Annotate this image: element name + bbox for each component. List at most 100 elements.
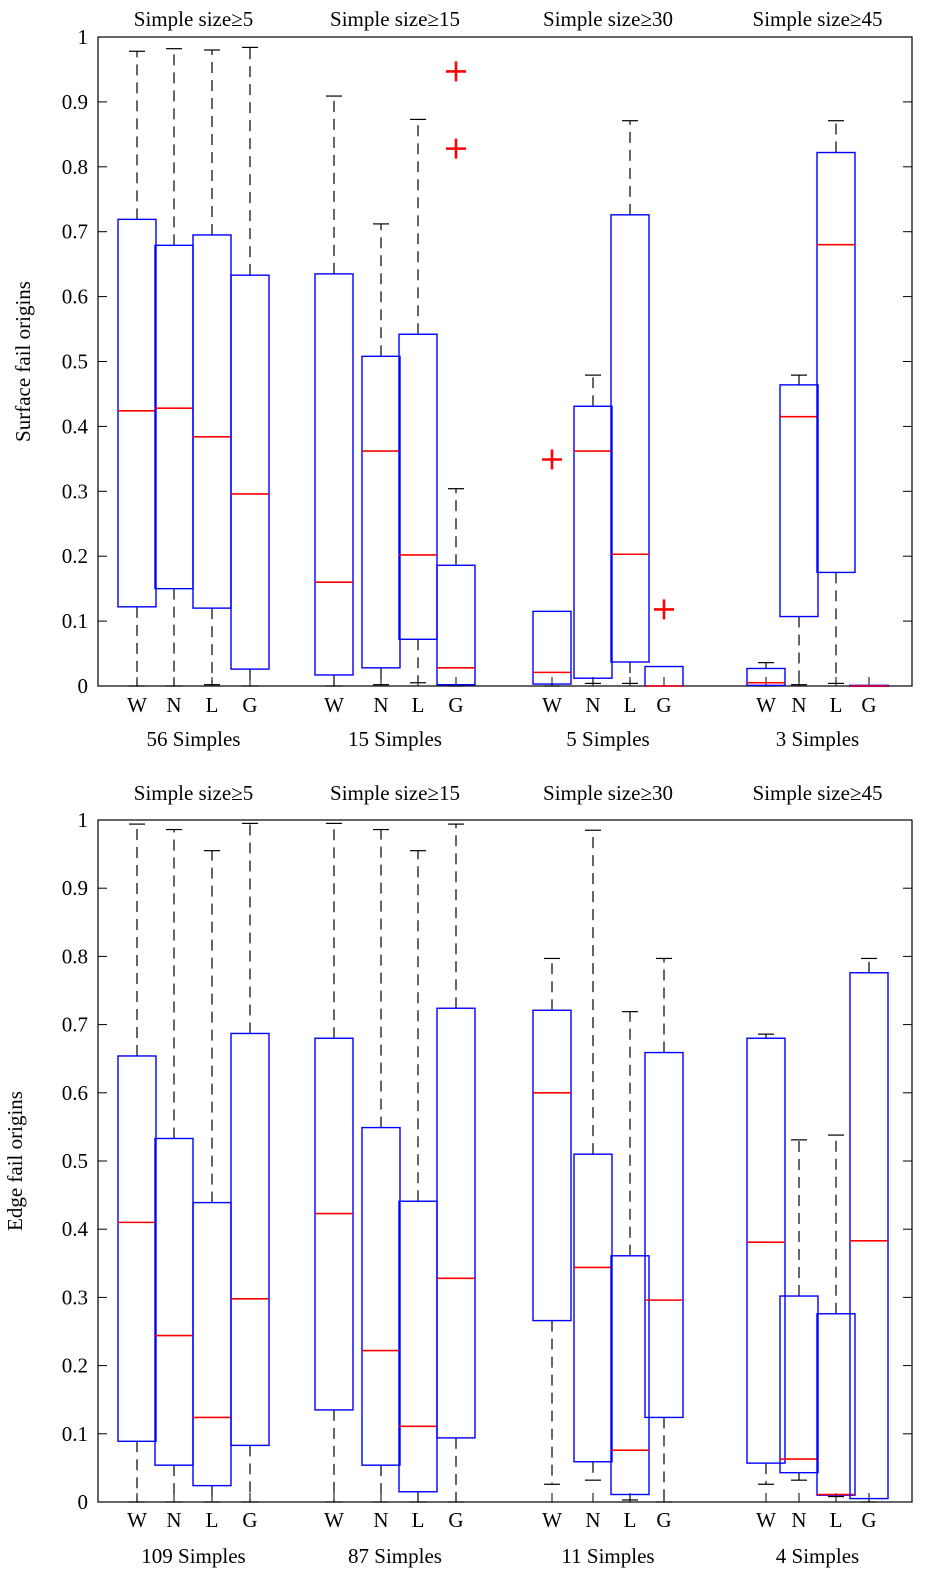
y-tick-label: 0.9: [62, 876, 88, 900]
group-count-label: 11 Simples: [561, 1544, 654, 1568]
group-title: Simple size≥45: [753, 7, 883, 31]
group-count-label: 3 Simples: [776, 727, 859, 751]
x-tick-label: N: [585, 693, 600, 717]
x-tick-label: G: [656, 693, 671, 717]
x-tick-label: L: [624, 1508, 637, 1532]
x-tick-label: G: [656, 1508, 671, 1532]
box-W: [117, 1055, 157, 1443]
y-axis-label: Surface fail origins: [11, 281, 35, 442]
x-tick-label: N: [373, 1508, 388, 1532]
group-count-label: 87 Simples: [348, 1544, 442, 1568]
box-W: [117, 218, 157, 608]
y-tick-label: 0.8: [62, 155, 88, 179]
box-N: [361, 355, 401, 669]
group-title: Simple size≥30: [543, 7, 673, 31]
x-tick-label: N: [791, 693, 806, 717]
y-tick-label: 0.5: [62, 350, 88, 374]
x-tick-label: G: [242, 1508, 257, 1532]
box-L: [398, 1200, 438, 1493]
x-tick-label: L: [412, 693, 425, 717]
y-tick-label: 0.6: [62, 1081, 88, 1105]
y-tick-label: 0: [78, 674, 89, 698]
box-N: [779, 384, 819, 618]
group-title: Simple size≥15: [330, 7, 460, 31]
box-L: [610, 1255, 650, 1496]
group-title: Simple size≥15: [330, 781, 460, 805]
y-tick-label: 0.7: [62, 220, 88, 244]
x-tick-label: L: [624, 693, 637, 717]
y-tick-label: 0.3: [62, 1285, 88, 1309]
x-tick-label: W: [127, 1508, 147, 1532]
surface-fail-panel: 0 0.1 0.2 0.3 0.4 0.5 0.6 0.7 0.8 0.9 1 Surface fai…: [11, 7, 913, 751]
y-tick-label: 0: [78, 1490, 89, 1514]
box-L: [192, 1201, 232, 1487]
x-tick-label: G: [861, 693, 876, 717]
y-tick-label: 0.2: [62, 1354, 88, 1378]
box-W: [532, 1009, 572, 1322]
group-count-label: 109 Simples: [141, 1544, 245, 1568]
y-tick-label: 0.3: [62, 479, 88, 503]
x-tick-label: L: [830, 693, 843, 717]
x-tick-label: N: [585, 1508, 600, 1532]
x-tick-label: W: [542, 1508, 562, 1532]
box-L: [398, 333, 438, 640]
x-tick-label: G: [448, 1508, 463, 1532]
y-tick-label: 0.4: [62, 1217, 89, 1241]
group-title: Simple size≥5: [134, 7, 253, 31]
x-tick-label: L: [206, 1508, 219, 1532]
box-N: [154, 244, 194, 590]
x-tick-label: N: [166, 1508, 181, 1532]
box-L: [192, 234, 232, 609]
box-W: [532, 610, 572, 685]
box-G: [644, 1051, 684, 1419]
y-tick-label: 0.5: [62, 1149, 88, 1173]
y-tick-label: 0.4: [62, 414, 89, 438]
plot-frame: [97, 819, 913, 1503]
group-title: Simple size≥45: [753, 781, 883, 805]
box-N: [361, 1126, 401, 1466]
group-count-label: 56 Simples: [147, 727, 241, 751]
x-tick-label: W: [756, 1508, 776, 1532]
box-N: [573, 405, 613, 679]
box-G: [230, 1032, 270, 1447]
box-L: [816, 151, 856, 574]
box-L: [610, 214, 650, 663]
y-tick-label: 0.1: [62, 1422, 88, 1446]
box-N: [573, 1153, 613, 1463]
x-tick-label: G: [242, 693, 257, 717]
edge-fail-panel: 0 0.1 0.2 0.3 0.4 0.5 0.6 0.7 0.8 0.9 1 Edge fail o…: [3, 781, 913, 1568]
box-G: [436, 1007, 476, 1439]
x-tick-label: L: [412, 1508, 425, 1532]
x-tick-label: W: [324, 1508, 344, 1532]
box-N: [779, 1295, 819, 1474]
x-tick-label: W: [542, 693, 562, 717]
group-count-label: 5 Simples: [566, 727, 649, 751]
group-title: Simple size≥30: [543, 781, 673, 805]
x-tick-label: G: [448, 693, 463, 717]
y-tick-label: 0.1: [62, 609, 88, 633]
x-tick-label: L: [206, 693, 219, 717]
box-W: [746, 1037, 786, 1464]
box-L: [816, 1313, 856, 1496]
x-tick-label: N: [373, 693, 388, 717]
box-G: [436, 564, 476, 686]
x-tick-label: L: [830, 1508, 843, 1532]
y-axis-label: Edge fail origins: [3, 1091, 27, 1231]
x-tick-label: N: [166, 693, 181, 717]
x-tick-label: G: [861, 1508, 876, 1532]
y-tick-label: 1: [78, 25, 89, 49]
box-N: [154, 1137, 194, 1466]
y-tick-label: 0.2: [62, 544, 88, 568]
box-W: [746, 667, 786, 687]
box-G: [230, 274, 270, 670]
plot-frame: [97, 36, 913, 687]
x-tick-label: N: [791, 1508, 806, 1532]
box-W: [314, 273, 354, 676]
x-tick-label: W: [127, 693, 147, 717]
group-count-label: 4 Simples: [776, 1544, 859, 1568]
x-tick-label: W: [756, 693, 776, 717]
box-W: [314, 1037, 354, 1411]
y-tick-label: 0.7: [62, 1013, 88, 1037]
y-tick-label: 0.8: [62, 944, 88, 968]
